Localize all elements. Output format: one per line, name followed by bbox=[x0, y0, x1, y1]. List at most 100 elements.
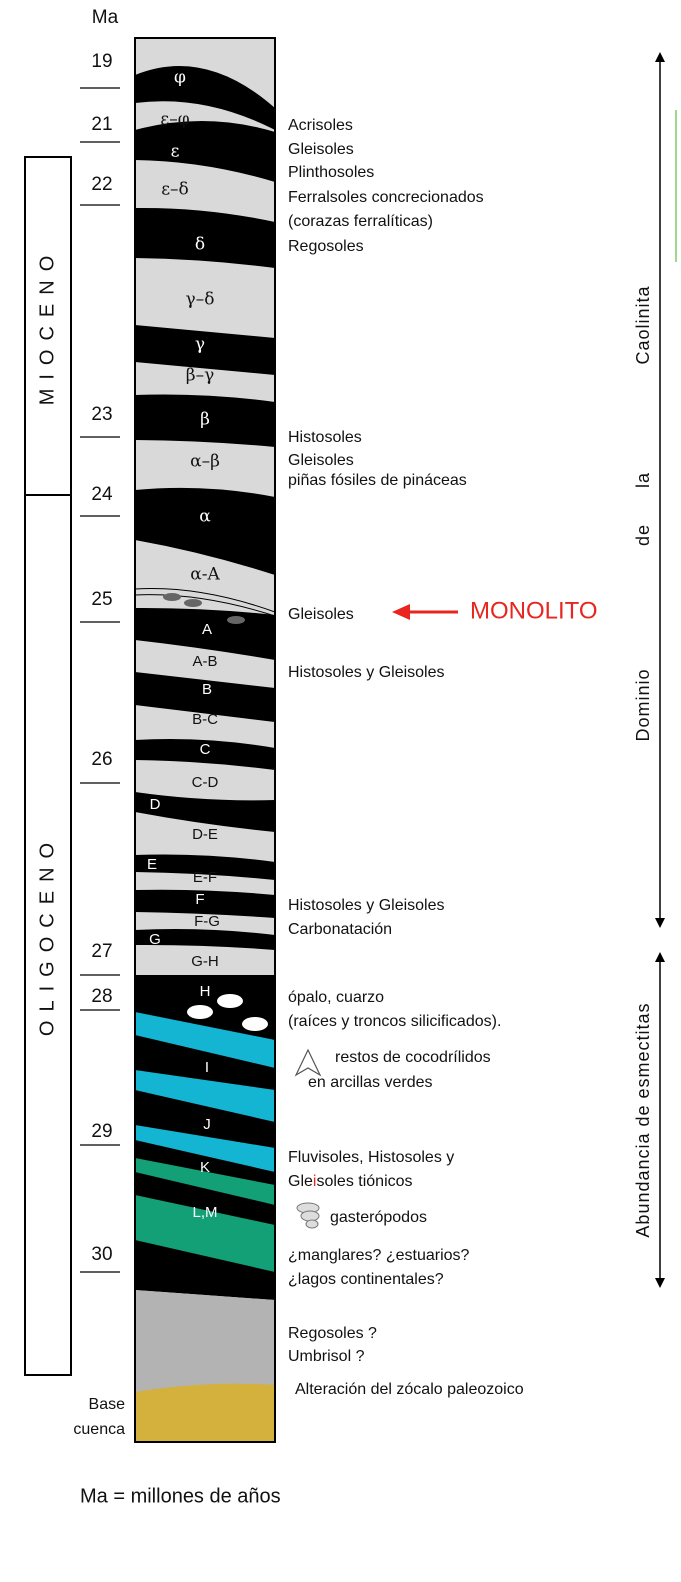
layer-label: D-E bbox=[192, 826, 218, 843]
soil-label: ¿lagos continentales? bbox=[288, 1271, 444, 1288]
layer-band bbox=[135, 1125, 275, 1172]
silica-nodule bbox=[187, 1005, 213, 1019]
layer-band bbox=[135, 854, 275, 880]
layer-label: δ bbox=[195, 235, 205, 255]
soil-label: piñas fósiles de pináceas bbox=[288, 472, 467, 489]
layer-label: F-G bbox=[194, 913, 220, 930]
layer-band bbox=[135, 889, 275, 918]
soil-label-part: Gle bbox=[288, 1173, 313, 1190]
soil-label: Gleisoles tiónicos bbox=[288, 1173, 413, 1190]
layer-band bbox=[135, 1070, 275, 1122]
soil-label: Gleisoles bbox=[288, 141, 354, 158]
layer-band bbox=[135, 325, 275, 375]
layer-band bbox=[135, 207, 275, 268]
layer-label: B bbox=[202, 681, 212, 698]
layer-label: C-D bbox=[192, 774, 219, 791]
age-label: 19 bbox=[91, 51, 112, 72]
soil-label: en arcillas verdes bbox=[308, 1074, 433, 1091]
layer-label: D bbox=[150, 796, 161, 813]
epoch-label: OLIGOCENO bbox=[36, 834, 58, 1036]
age-label: 29 bbox=[91, 1121, 112, 1142]
monolito-line bbox=[134, 594, 276, 617]
layer-label: β bbox=[200, 410, 210, 430]
layer-label: γ bbox=[195, 335, 205, 355]
layer-label: A-B bbox=[192, 653, 217, 670]
layer-band bbox=[135, 739, 275, 770]
layer-label: A bbox=[202, 621, 212, 638]
layer-label: G bbox=[149, 931, 161, 948]
layer-label: γ–δ bbox=[186, 290, 215, 310]
monolito-line bbox=[134, 588, 276, 613]
soil-label: Histosoles y Gleisoles bbox=[288, 664, 445, 681]
domain-label: de bbox=[633, 524, 653, 546]
layer-band bbox=[135, 1290, 275, 1392]
layer-band bbox=[135, 487, 275, 575]
soil-label: Histosoles bbox=[288, 429, 362, 446]
soil-label: Carbonatación bbox=[288, 921, 392, 938]
layer-label: C bbox=[200, 741, 211, 758]
soil-label: (corazas ferralíticas) bbox=[288, 213, 433, 230]
age-label: 28 bbox=[91, 986, 112, 1007]
soil-label: Alteración del zócalo paleozoico bbox=[295, 1381, 524, 1398]
pebble bbox=[227, 616, 245, 624]
soil-label: (raíces y troncos silicificados). bbox=[288, 1013, 501, 1030]
age-label: 24 bbox=[91, 484, 113, 505]
silica-nodule bbox=[217, 994, 243, 1008]
soil-label-part: soles tiónicos bbox=[316, 1173, 412, 1190]
layer-label: B-C bbox=[192, 711, 218, 728]
domain-label: Abundancia de esmectitas bbox=[633, 1002, 653, 1237]
pebble bbox=[163, 593, 181, 601]
age-label: 22 bbox=[91, 174, 112, 195]
layer-label: α-A bbox=[190, 565, 220, 585]
layer-label: G-H bbox=[191, 953, 219, 970]
silica-nodule bbox=[242, 1017, 268, 1031]
soil-label: Regosoles ? bbox=[288, 1325, 377, 1342]
layer-label: I bbox=[205, 1059, 209, 1076]
age-label: 23 bbox=[91, 404, 112, 425]
soil-label: Umbrisol ? bbox=[288, 1348, 365, 1365]
layer-band bbox=[135, 120, 275, 182]
domain-label: Dominio bbox=[633, 668, 653, 741]
soil-label: ¿manglares? ¿estuarios? bbox=[288, 1247, 470, 1264]
unit-label: Ma bbox=[92, 7, 119, 28]
crocodile-icon bbox=[294, 1048, 322, 1077]
layer-label: E bbox=[147, 856, 157, 873]
soil-label: Regosoles bbox=[288, 238, 364, 255]
soil-label: restos de cocodrílidos bbox=[335, 1049, 491, 1066]
layer-label: J bbox=[203, 1116, 211, 1133]
domain-label: la bbox=[633, 472, 653, 488]
layer-label: ε–φ bbox=[160, 110, 189, 130]
layer-band bbox=[135, 394, 275, 447]
layer-band bbox=[135, 65, 275, 130]
layer-label: ε bbox=[171, 142, 180, 162]
column-fill bbox=[135, 1420, 275, 1442]
epoch-label: MIOCENO bbox=[36, 247, 58, 406]
layer-label: α bbox=[199, 507, 211, 527]
layer-label: E-F bbox=[193, 869, 217, 886]
pebble bbox=[184, 599, 202, 607]
soil-label: Acrisoles bbox=[288, 117, 353, 134]
layer-label: α–β bbox=[190, 452, 220, 472]
soil-label: gasterópodos bbox=[330, 1209, 427, 1226]
soil-label: Gleisoles bbox=[288, 452, 354, 469]
age-label: 26 bbox=[91, 749, 112, 770]
layer-band bbox=[135, 1158, 275, 1205]
soil-label: Plinthosoles bbox=[288, 164, 374, 181]
arrow-head bbox=[392, 604, 410, 620]
column-border bbox=[134, 37, 276, 1443]
soil-label: ópalo, cuarzo bbox=[288, 989, 384, 1006]
layer-label: H bbox=[200, 983, 211, 1000]
age-label: 30 bbox=[91, 1244, 112, 1265]
layer-band bbox=[135, 1012, 275, 1068]
layer-band bbox=[135, 672, 275, 722]
age-label: 27 bbox=[91, 941, 112, 962]
layer-label: F bbox=[195, 891, 204, 908]
monolito-label: MONOLITO bbox=[470, 597, 598, 624]
soil-label-part: i bbox=[313, 1173, 317, 1190]
base-label: Base bbox=[89, 1396, 126, 1413]
layer-label: β–γ bbox=[186, 366, 215, 386]
domain-label: Caolinita bbox=[633, 285, 653, 364]
layer-band bbox=[135, 1195, 275, 1272]
